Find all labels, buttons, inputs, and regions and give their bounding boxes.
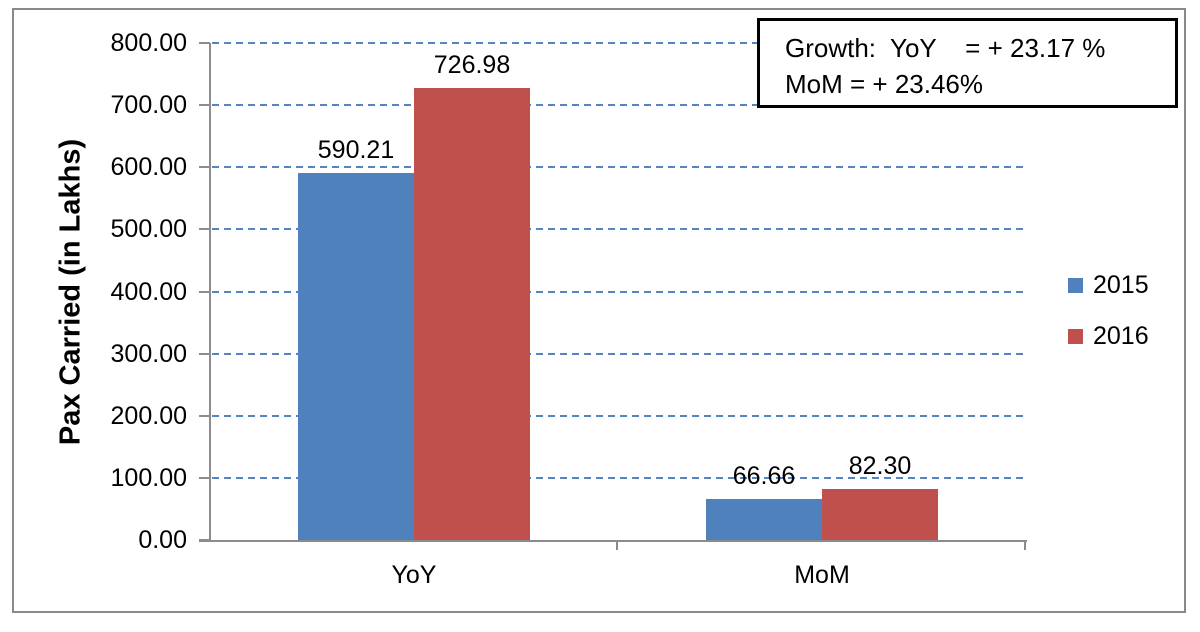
value-label-2016-mom: 82.30	[848, 451, 912, 480]
y-axis-tick-500.00	[199, 228, 210, 231]
x-axis-tick-1	[616, 542, 618, 550]
y-tick-label-400.00: 400.00	[110, 277, 187, 306]
legend-item-2016: 2016	[1068, 321, 1149, 351]
chart-border	[12, 8, 1186, 613]
gridline-600	[212, 166, 1025, 169]
gridline-300	[212, 352, 1025, 355]
legend-swatch-2015	[1068, 277, 1083, 293]
gridline-700	[212, 104, 1025, 107]
value-label-2016-yoy: 726.98	[433, 51, 511, 80]
category-label-mom: MoM	[794, 561, 850, 589]
bar-2015-mom	[706, 498, 822, 540]
gridline-800	[212, 42, 1025, 44]
bar-2015-yoy	[298, 173, 414, 540]
legend-item-2015: 2015	[1068, 270, 1149, 300]
y-axis-tick-800.00	[199, 42, 210, 44]
growth-annotation-line1: Growth: YoY = + 23.17 %	[785, 33, 1106, 63]
growth-annotation-line2: MoM = + 23.46%	[785, 69, 983, 99]
category-label-yoy: YoY	[391, 561, 437, 589]
gridline-400	[212, 290, 1025, 293]
bar-2016-yoy	[414, 88, 530, 540]
y-axis-tick-200.00	[199, 414, 210, 417]
gridline-500	[212, 228, 1025, 231]
y-tick-label-800.00: 800.00	[110, 29, 187, 57]
legend-label-2015: 2015	[1093, 270, 1149, 299]
legend-label-2016: 2016	[1093, 321, 1149, 350]
y-tick-label-500.00: 500.00	[110, 215, 187, 244]
y-axis-tick-300.00	[199, 352, 210, 355]
y-tick-label-300.00: 300.00	[110, 339, 187, 368]
value-label-2015-mom: 66.66	[732, 461, 796, 490]
growth-annotation-box: Growth: YoY = + 23.17 % MoM = + 23.46%	[757, 18, 1178, 108]
y-tick-label-200.00: 200.00	[110, 401, 187, 430]
x-axis-line	[199, 540, 1027, 542]
y-axis-tick-100.00	[199, 476, 210, 479]
y-axis-line	[209, 43, 211, 542]
y-tick-label-100.00: 100.00	[110, 463, 187, 492]
y-tick-label-600.00: 600.00	[110, 153, 187, 182]
y-tick-label-0.00: 0.00	[138, 526, 187, 554]
legend-swatch-2016	[1068, 328, 1083, 344]
gridline-100	[212, 476, 1025, 479]
y-tick-label-700.00: 700.00	[110, 91, 187, 120]
y-axis-tick-700.00	[199, 104, 210, 107]
legend: 2015 2016	[1068, 270, 1149, 372]
gridline-200	[212, 414, 1025, 417]
y-axis-tick-400.00	[199, 290, 210, 293]
bar-2016-mom	[822, 488, 938, 540]
x-axis-tick-2	[1024, 542, 1026, 550]
y-axis-tick-600.00	[199, 166, 210, 169]
value-label-2015-yoy: 590.21	[317, 136, 395, 165]
